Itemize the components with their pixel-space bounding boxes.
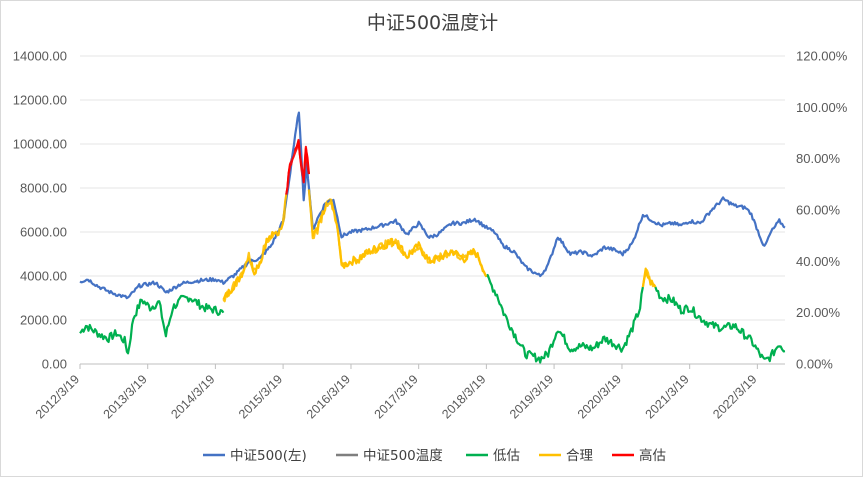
right-tick-label: 100.00% <box>796 100 848 115</box>
x-tick-label: 2012/3/19 <box>33 372 82 421</box>
left-tick-label: 8000.00 <box>20 181 67 196</box>
left-tick-label: 2000.00 <box>20 313 67 328</box>
right-axis-ticks: 0.00% 20.00% 40.00% 60.00% 80.00% 100.00% 120.… <box>796 49 848 372</box>
temperature-segment-mid <box>307 189 488 278</box>
right-tick-label: 120.00% <box>796 49 848 64</box>
legend-label: 中证500温度 <box>363 448 443 464</box>
temperature-segment-low <box>654 286 786 363</box>
temperature-segment-low <box>485 274 644 364</box>
x-tick-label: 2019/3/19 <box>507 372 556 421</box>
legend-label: 高估 <box>639 447 666 464</box>
x-tick-label: 2017/3/19 <box>372 372 421 421</box>
right-tick-label: 80.00% <box>796 151 841 166</box>
left-tick-label: 12000.00 <box>13 93 67 108</box>
chart-title: 中证500温度计 <box>366 12 499 34</box>
x-tick-label: 2013/3/19 <box>101 372 150 421</box>
right-tick-label: 40.00% <box>796 254 841 269</box>
x-tick-label: 2016/3/19 <box>304 372 353 421</box>
x-tick-label: 2022/3/19 <box>710 372 759 421</box>
x-tick-label: 2021/3/19 <box>643 372 692 421</box>
x-tick-label: 2020/3/19 <box>575 372 624 421</box>
index-line <box>79 111 786 300</box>
temperature-segment-low <box>79 294 225 355</box>
series-layer <box>79 111 786 364</box>
gridlines <box>80 55 785 321</box>
left-tick-label: 10000.00 <box>13 137 67 152</box>
right-tick-label: 0.00% <box>796 357 833 372</box>
left-tick-label: 6000.00 <box>20 225 67 240</box>
legend: 中证500(左) 中证500温度 低估 合理 高估 <box>203 447 666 464</box>
x-tick-label: 2018/3/19 <box>439 372 488 421</box>
legend-label: 低估 <box>493 448 520 464</box>
legend-label: 中证500(左) <box>230 448 307 464</box>
temperature-overlay-high <box>285 138 310 195</box>
right-tick-label: 60.00% <box>796 203 841 218</box>
x-tick-label: 2015/3/19 <box>236 372 285 421</box>
temperature-overlay-mid <box>307 189 488 278</box>
left-tick-label: 0.00 <box>42 357 67 372</box>
x-tick-label: 2014/3/19 <box>168 372 217 421</box>
x-axis-ticks: 2012/3/19 2013/3/19 2014/3/19 2015/3/19 2016… <box>33 364 760 421</box>
left-tick-label: 4000.00 <box>20 269 67 284</box>
temperature-overlay-mid <box>222 194 288 303</box>
left-tick-label: 14000.00 <box>13 49 67 64</box>
legend-label: 合理 <box>566 448 594 464</box>
left-axis-ticks: 0.00 2000.00 4000.00 6000.00 8000.00 10000.00… <box>13 49 67 372</box>
temperature-overlay-mid <box>641 269 657 288</box>
right-tick-label: 20.00% <box>796 305 841 320</box>
